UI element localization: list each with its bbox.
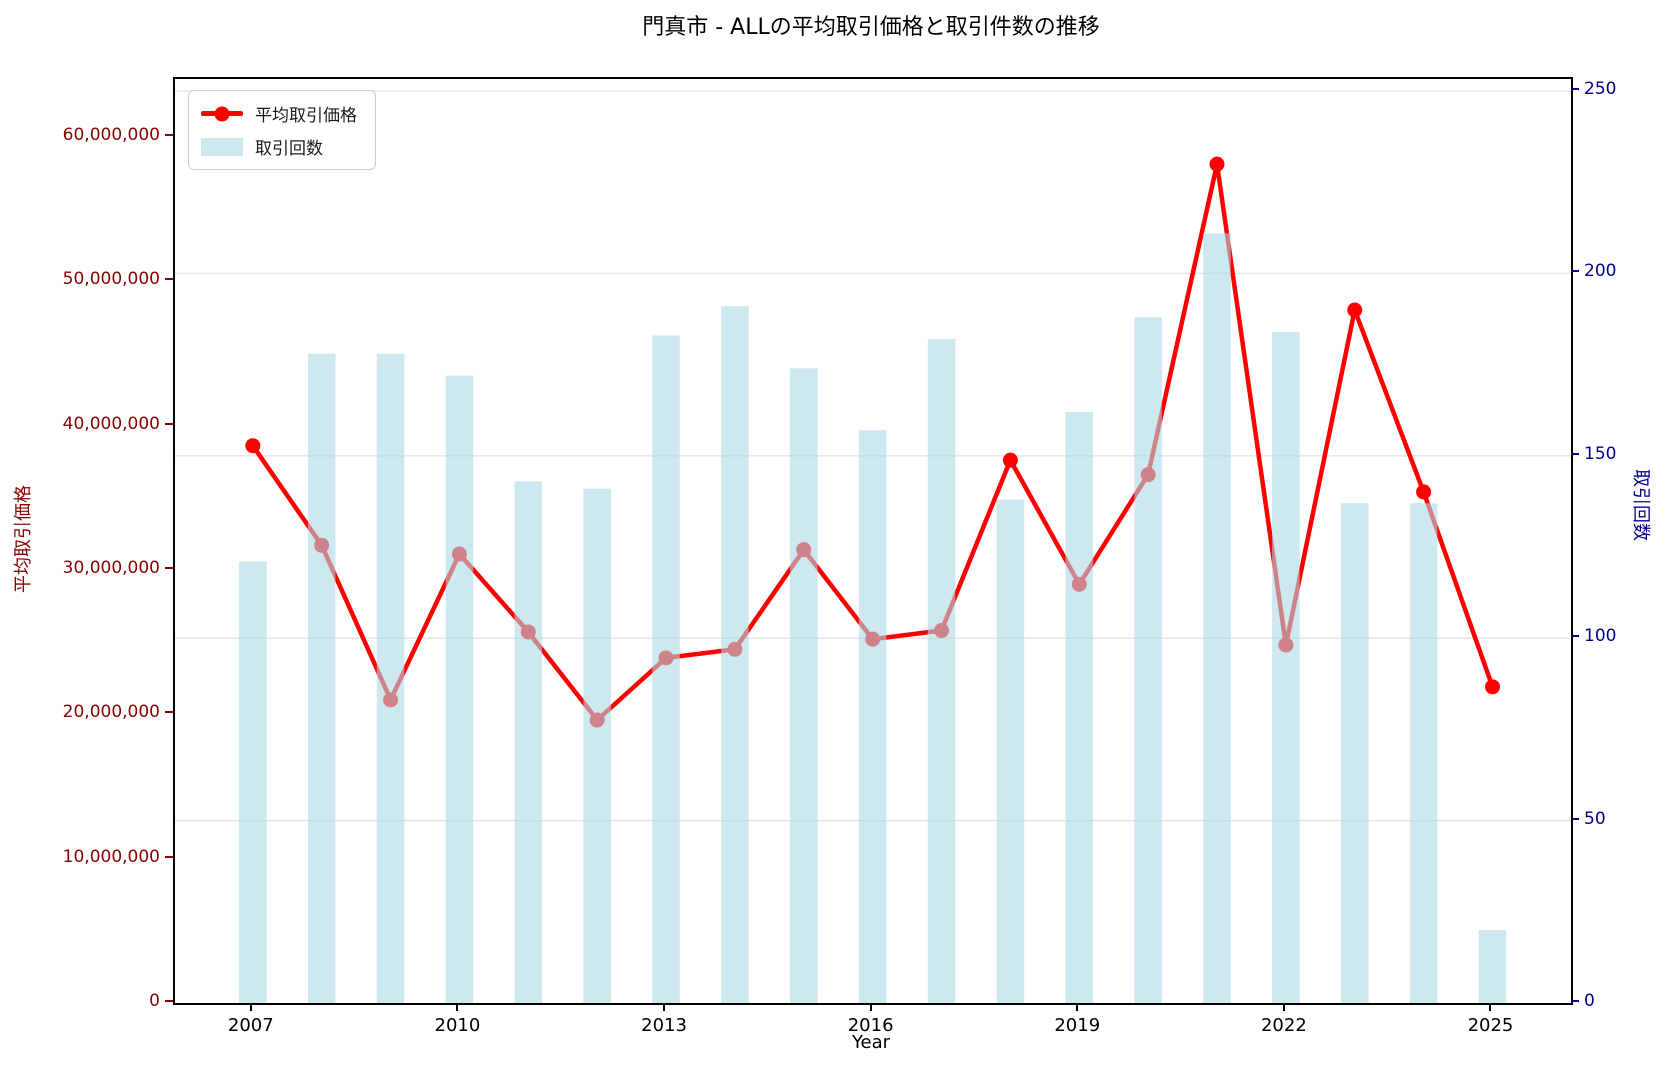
count-bar — [583, 488, 611, 1003]
count-bar — [721, 306, 749, 1003]
count-bar — [1409, 503, 1438, 1003]
y-right-tick-label: 250 — [1584, 79, 1617, 100]
x-tick-label: 2010 — [434, 1015, 481, 1036]
legend-item-price: 平均取引価格 — [201, 101, 357, 126]
count-bar — [445, 375, 474, 1003]
y-right-tick — [1571, 452, 1579, 455]
y-left-tick-label: 40,000,000 — [62, 413, 160, 434]
x-tick — [663, 1003, 666, 1011]
y-left-tick — [165, 566, 173, 569]
legend-bar-swatch — [201, 137, 243, 156]
y-right-tick — [1571, 270, 1579, 273]
count-bar — [376, 353, 405, 1003]
count-bar — [652, 335, 680, 1003]
y-left-axis-label: 平均取引価格 — [13, 485, 34, 593]
x-tick-label: 2019 — [1054, 1015, 1101, 1036]
count-bar — [790, 368, 818, 1003]
x-tick — [249, 1003, 252, 1011]
price-marker — [245, 438, 261, 454]
legend: 平均取引価格 取引回数 — [188, 90, 376, 170]
y-left-tick — [165, 711, 173, 714]
y-right-tick — [1571, 1000, 1579, 1002]
y-right-axis-label: 取引回数 — [1630, 469, 1651, 541]
y-left-tick-label: 60,000,000 — [62, 124, 160, 145]
count-bar — [239, 561, 267, 1003]
x-tick-label: 2016 — [847, 1015, 894, 1036]
count-bar — [927, 339, 956, 1003]
x-tick-label: 2007 — [227, 1015, 274, 1036]
y-right-tick — [1571, 635, 1579, 638]
x-tick — [869, 1003, 872, 1011]
y-right-tick-label: 0 — [1584, 991, 1595, 1011]
count-bar — [996, 499, 1025, 1003]
count-bar — [514, 481, 543, 1003]
plot-area: 平均取引価格 取引回数 — [173, 77, 1573, 1005]
y-right-tick-label: 100 — [1584, 626, 1617, 647]
y-left-tick — [165, 278, 173, 281]
count-bar — [307, 353, 336, 1003]
y-left-tick-label: 50,000,000 — [62, 269, 160, 290]
y-left-tick-label: 30,000,000 — [62, 557, 160, 578]
x-tick — [1489, 1003, 1492, 1011]
price-marker — [1484, 679, 1500, 695]
x-tick-label: 2013 — [641, 1015, 687, 1036]
y-right-tick-label: 200 — [1584, 261, 1617, 282]
count-bar — [1272, 331, 1300, 1003]
legend-label-count: 取引回数 — [255, 139, 323, 159]
y-left-tick — [165, 855, 173, 858]
y-right-tick-label: 50 — [1584, 808, 1606, 829]
y-left-tick — [165, 133, 173, 136]
y-left-tick — [165, 422, 173, 425]
legend-item-count: 取引回数 — [201, 134, 357, 159]
count-bar — [1340, 503, 1369, 1003]
y-right-tick — [1571, 88, 1579, 91]
x-axis-label: Year — [851, 1032, 891, 1053]
x-tick-label: 2025 — [1467, 1015, 1514, 1036]
x-tick — [1282, 1003, 1285, 1011]
y-left-tick-label: 0 — [149, 991, 160, 1011]
legend-line-swatch — [201, 106, 243, 121]
y-left-tick-label: 10,000,000 — [62, 846, 160, 867]
chart-title: 門真市 - ALLの平均取引価格と取引件数の推移 — [642, 15, 1100, 40]
x-tick — [1076, 1003, 1079, 1011]
price-marker — [1347, 302, 1363, 318]
legend-marker-icon — [214, 106, 230, 121]
count-bar — [1478, 930, 1507, 1003]
count-bar — [858, 430, 887, 1003]
price-marker — [1209, 156, 1225, 172]
x-tick-label: 2022 — [1260, 1015, 1307, 1036]
count-bar — [1134, 317, 1162, 1003]
legend-label-price: 平均取引価格 — [255, 106, 357, 126]
y-left-tick-label: 20,000,000 — [62, 702, 160, 723]
y-left-tick — [165, 1000, 173, 1002]
y-right-tick — [1571, 817, 1579, 820]
count-bar — [1065, 412, 1094, 1003]
x-tick — [456, 1003, 459, 1011]
count-bar — [1203, 233, 1231, 1003]
price-marker — [1416, 484, 1432, 500]
chart-canvas — [175, 90, 1571, 1003]
price-marker — [1002, 452, 1018, 468]
y-right-tick-label: 150 — [1584, 443, 1617, 464]
